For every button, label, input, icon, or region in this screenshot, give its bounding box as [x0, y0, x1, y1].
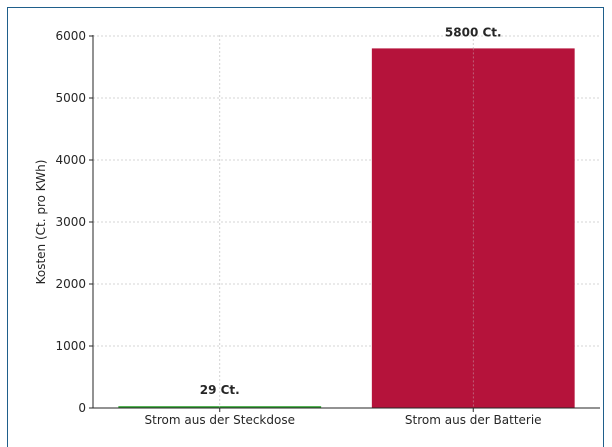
y-tick-label: 6000	[55, 29, 86, 43]
chart-frame	[7, 7, 604, 447]
bar	[371, 48, 575, 409]
y-tick-label: 0	[78, 401, 86, 415]
x-tick-label: Strom aus der Batterie	[405, 413, 542, 427]
data-labels: 29 Ct. 5800 Ct.	[200, 25, 502, 397]
x-axis-ticks: Strom aus der Steckdose Strom aus der Bat…	[145, 408, 542, 427]
y-tick-label: 1000	[55, 339, 86, 353]
bar-chart: 0 1000 2000 3000 4000 5000 6000 Strom aus der …	[34, 25, 600, 427]
y-tick-label: 4000	[55, 153, 86, 167]
y-tick-label: 3000	[55, 215, 86, 229]
bar-value-label: 5800 Ct.	[445, 25, 502, 39]
bar-value-label: 29 Ct.	[200, 383, 240, 397]
bars	[118, 48, 575, 409]
y-tick-label: 5000	[55, 91, 86, 105]
y-tick-label: 2000	[55, 277, 86, 291]
y-axis-title: Kosten (Ct. pro KWh)	[34, 160, 48, 285]
x-tick-label: Strom aus der Steckdose	[145, 413, 295, 427]
y-axis-ticks: 0 1000 2000 3000 4000 5000 6000	[55, 29, 93, 415]
